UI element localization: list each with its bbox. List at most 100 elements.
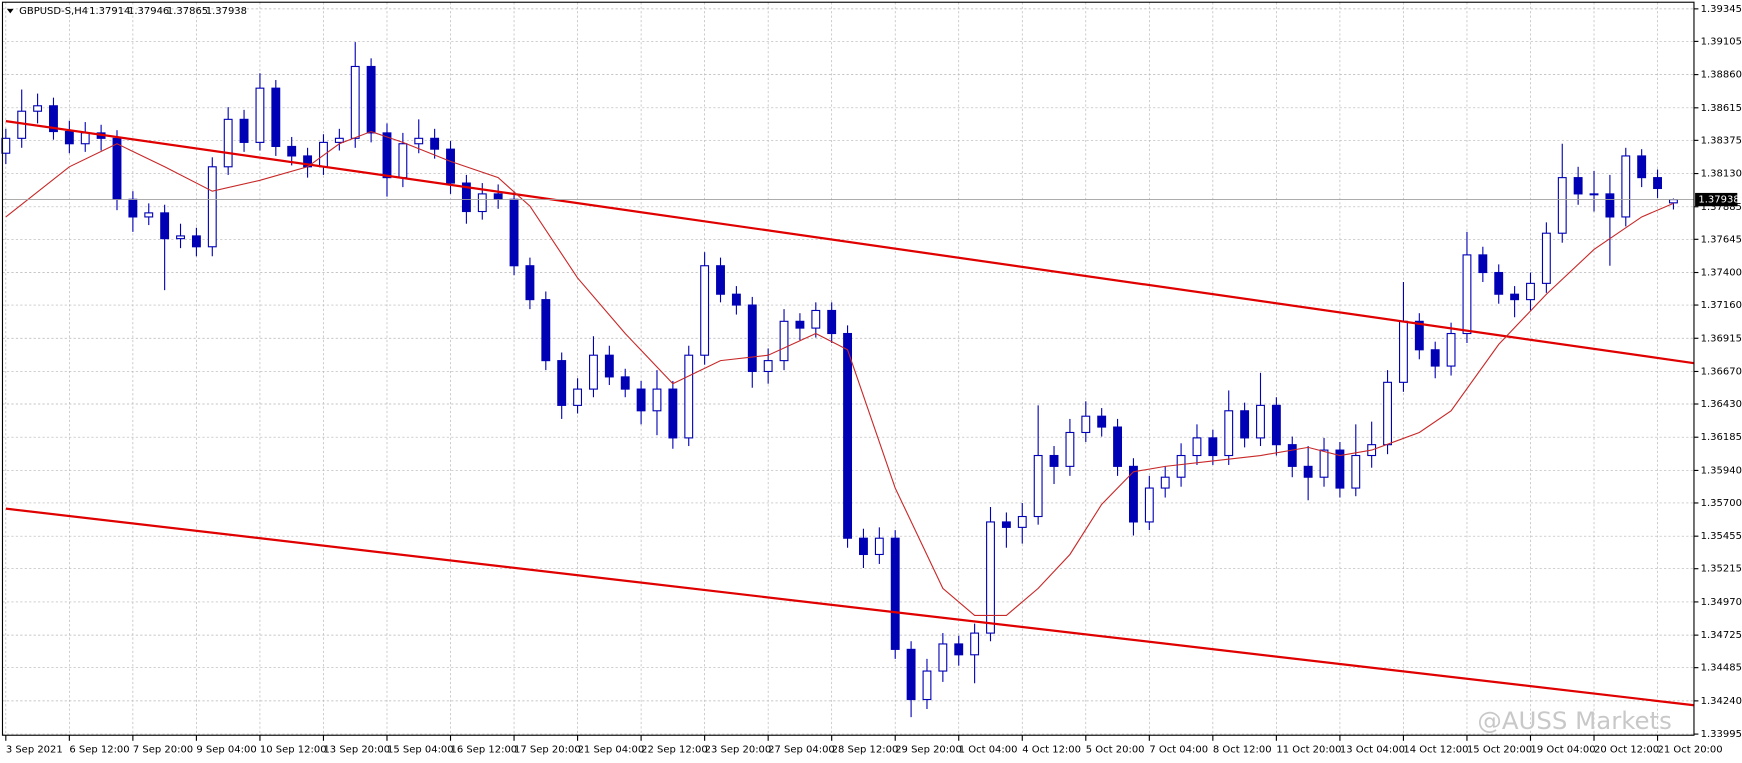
candle-body — [80, 132, 90, 145]
candle-body — [986, 521, 995, 634]
candle-body — [859, 537, 868, 556]
y-tick-label: 1.34970 — [1701, 597, 1742, 608]
candle-body — [604, 354, 614, 378]
candle-body — [1271, 404, 1281, 446]
candle-body — [1065, 431, 1075, 467]
candle-body — [668, 388, 678, 439]
candle-body — [334, 137, 344, 143]
x-tick-label: 21 Oct 20:00 — [1658, 745, 1723, 756]
header-close: 1.37938 — [206, 6, 247, 17]
y-tick-label: 1.33995 — [1701, 729, 1742, 740]
x-tick-label: 13 Oct 04:00 — [1340, 745, 1405, 756]
y-tick-label: 1.34485 — [1701, 663, 1742, 674]
candle-body — [1510, 293, 1520, 301]
candle-body — [747, 304, 757, 373]
candle-body — [1351, 454, 1361, 489]
candle-body — [541, 299, 551, 362]
candle-body — [1240, 410, 1250, 439]
candle-body — [1430, 349, 1440, 367]
candle-body — [1478, 254, 1488, 274]
x-tick-label: 19 Oct 04:00 — [1530, 745, 1595, 756]
x-tick-label: 6 Sep 12:00 — [69, 745, 129, 756]
candle-body — [1668, 199, 1678, 204]
candle-body — [1383, 381, 1392, 446]
candle-body — [1160, 476, 1170, 489]
x-tick-label: 22 Sep 12:00 — [641, 745, 708, 756]
candle-body — [112, 137, 122, 200]
x-tick-label: 15 Sep 04:00 — [387, 745, 454, 756]
candle-body — [430, 137, 440, 150]
y-tick-label: 1.36670 — [1701, 366, 1742, 377]
x-tick-label: 5 Oct 20:00 — [1086, 745, 1145, 756]
x-tick-label: 20 Oct 12:00 — [1594, 745, 1659, 756]
candle-body — [922, 670, 932, 701]
y-tick-label: 1.35940 — [1701, 465, 1742, 476]
x-tick-label: 15 Oct 20:00 — [1467, 745, 1532, 756]
symbol-title: GBPUSD-S,H4 — [19, 6, 88, 17]
price-tag — [1695, 192, 1738, 207]
x-tick-label: 13 Sep 20:00 — [323, 745, 390, 756]
candle-body — [843, 332, 853, 539]
header-open: 1.37914 — [89, 6, 130, 17]
candle-body — [1097, 415, 1107, 428]
candle-body — [287, 145, 297, 157]
candle-body — [271, 87, 281, 148]
candle-body — [954, 643, 964, 656]
header-low: 1.37865 — [167, 6, 208, 17]
candle-body — [398, 143, 408, 179]
x-tick-label: 9 Sep 04:00 — [196, 745, 256, 756]
candle-body — [589, 354, 598, 390]
candle-body — [716, 265, 725, 295]
x-tick-label: 16 Sep 12:00 — [451, 745, 518, 756]
candle-body — [652, 388, 662, 412]
y-tick-label: 1.36430 — [1701, 399, 1742, 410]
trend-line — [5, 507, 1695, 707]
candle-body — [763, 360, 773, 373]
candle-body — [1621, 155, 1631, 218]
candle-body — [446, 148, 455, 184]
y-tick-label: 1.38615 — [1701, 103, 1742, 114]
y-tick-label: 1.38860 — [1701, 70, 1742, 81]
candle-body — [1303, 465, 1313, 478]
y-tick-label: 1.38130 — [1701, 169, 1742, 180]
header-high: 1.37946 — [128, 6, 169, 17]
candle-body — [1573, 177, 1583, 195]
candle-body — [176, 235, 185, 240]
candle-body — [1049, 454, 1059, 467]
candle-body — [1462, 254, 1472, 335]
candle-body — [1605, 193, 1615, 218]
candle-body — [191, 235, 201, 248]
x-tick-label: 7 Sep 20:00 — [133, 745, 193, 756]
moving-average — [5, 130, 1674, 617]
candle-body — [684, 354, 694, 439]
x-tick-label: 17 Sep 20:00 — [514, 745, 581, 756]
candle-body — [1414, 320, 1424, 351]
candle-body — [1256, 404, 1265, 439]
candle-body — [461, 182, 471, 213]
candle-body — [1526, 282, 1535, 301]
y-tick-label: 1.35700 — [1701, 498, 1742, 509]
candle-body — [1319, 449, 1329, 478]
candle-body — [1001, 521, 1011, 528]
candle-body — [160, 212, 170, 240]
x-tick-label: 4 Oct 12:00 — [1022, 745, 1081, 756]
x-tick-label: 11 Oct 20:00 — [1276, 745, 1341, 756]
y-tick-label: 1.37160 — [1701, 300, 1742, 311]
x-tick-label: 3 Sep 2021 — [6, 745, 63, 756]
candle-body — [1287, 444, 1297, 467]
candle-body — [1192, 437, 1202, 457]
y-tick-label: 1.36185 — [1701, 432, 1742, 443]
candle-body — [525, 265, 535, 301]
candle-body — [906, 648, 916, 701]
x-tick-label: 1 Oct 04:00 — [959, 745, 1018, 756]
candle-body — [1541, 232, 1551, 284]
y-tick-label: 1.34725 — [1701, 630, 1742, 641]
symbol-icon — [6, 8, 14, 14]
candle-body — [795, 320, 805, 329]
candle-body — [1398, 320, 1408, 383]
y-tick-label: 1.35455 — [1701, 531, 1742, 542]
candle-body — [620, 376, 630, 390]
